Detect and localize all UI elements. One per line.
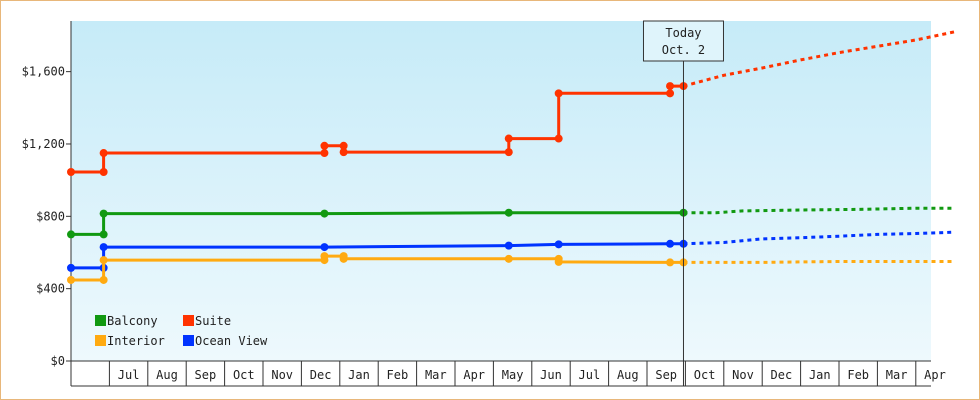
- x-tick-label: Dec: [310, 368, 332, 382]
- series-layer: [67, 30, 955, 284]
- x-tick-label: Feb: [387, 368, 409, 382]
- data-point[interactable]: [99, 275, 108, 284]
- series-forecast-line: [683, 260, 955, 264]
- legend-label: Ocean View: [195, 334, 268, 348]
- data-point[interactable]: [320, 149, 329, 158]
- y-tick-label: $1,600: [22, 65, 65, 79]
- data-point[interactable]: [339, 254, 348, 263]
- data-point[interactable]: [67, 275, 75, 284]
- x-tick-label: Sep: [195, 368, 217, 382]
- x-tick-label: Mar: [886, 368, 908, 382]
- x-tick-label: Nov: [271, 368, 293, 382]
- data-point[interactable]: [666, 82, 675, 91]
- data-point[interactable]: [99, 209, 108, 218]
- legend-swatch: [95, 335, 106, 346]
- x-axis: Jul Aug Sep Oct Nov Dec Jan Feb Mar Apr May Jun Jul A…: [70, 360, 946, 387]
- legend-label: Suite: [195, 314, 231, 328]
- y-tick-label: $0: [51, 354, 65, 368]
- legend-swatch: [183, 335, 194, 346]
- x-tick-label: Jan: [809, 368, 831, 382]
- data-point[interactable]: [320, 243, 329, 252]
- data-point[interactable]: [99, 243, 108, 252]
- series-suite: [67, 30, 955, 177]
- legend-label: Interior: [107, 334, 165, 348]
- legend-swatch: [95, 315, 106, 326]
- x-tick-label: May: [502, 368, 524, 382]
- series-line: [71, 84, 684, 174]
- legend-item-ocean-view[interactable]: Ocean View: [183, 334, 268, 348]
- x-tick-label: Jun: [540, 368, 562, 382]
- x-tick-label: Mar: [425, 368, 447, 382]
- data-point[interactable]: [554, 134, 563, 143]
- x-tick-label: Jul: [579, 368, 601, 382]
- data-point[interactable]: [67, 230, 75, 239]
- y-axis: $0 $400 $800 $1,200 $1,600: [22, 21, 72, 368]
- x-tick-label: Apr: [924, 368, 946, 382]
- series-forecast-line: [683, 30, 955, 88]
- data-point[interactable]: [554, 89, 563, 98]
- data-point[interactable]: [504, 254, 513, 263]
- y-tick-label: $400: [36, 282, 65, 296]
- plot-area: [71, 21, 931, 361]
- x-tick-label: Jul: [118, 368, 140, 382]
- data-point[interactable]: [504, 148, 513, 157]
- today-label: Today: [665, 26, 701, 40]
- x-tick-label: Dec: [771, 368, 793, 382]
- data-point[interactable]: [320, 209, 329, 218]
- today-marker: Today Oct. 2: [642, 20, 724, 386]
- x-tick-label: Aug: [617, 368, 639, 382]
- y-tick-label: $1,200: [22, 137, 65, 151]
- series-balcony: [67, 206, 955, 239]
- x-tick-label: Nov: [732, 368, 754, 382]
- data-point[interactable]: [320, 141, 329, 150]
- legend-swatch: [183, 315, 194, 326]
- y-tick-label: $800: [36, 209, 65, 223]
- x-tick-label: Apr: [463, 368, 485, 382]
- data-point[interactable]: [99, 149, 108, 158]
- x-tick-label: Jan: [348, 368, 370, 382]
- data-point[interactable]: [504, 134, 513, 143]
- series-forecast-line: [683, 206, 955, 215]
- data-point[interactable]: [666, 258, 675, 267]
- data-point[interactable]: [99, 168, 108, 177]
- legend-item-balcony[interactable]: Balcony: [95, 314, 158, 328]
- legend-label: Balcony: [107, 314, 158, 328]
- data-point[interactable]: [67, 263, 75, 272]
- data-point[interactable]: [339, 141, 348, 150]
- data-point[interactable]: [666, 89, 675, 98]
- today-date-label: Oct. 2: [662, 43, 705, 57]
- x-tick-label: Oct: [694, 368, 716, 382]
- data-point[interactable]: [67, 168, 75, 177]
- x-tick-label: Aug: [156, 368, 178, 382]
- series-forecast-line: [683, 230, 955, 246]
- data-point[interactable]: [99, 230, 108, 239]
- data-point[interactable]: [339, 148, 348, 157]
- legend-item-interior[interactable]: Interior: [95, 334, 165, 348]
- data-point[interactable]: [99, 256, 108, 265]
- today-label-box: [642, 20, 724, 62]
- series-line: [71, 211, 684, 236]
- legend: Balcony Suite Interior Ocean View: [95, 314, 268, 348]
- data-point[interactable]: [504, 208, 513, 217]
- data-point[interactable]: [554, 240, 563, 249]
- data-point[interactable]: [554, 257, 563, 266]
- x-tick-label: Feb: [847, 368, 869, 382]
- x-tick-label: Oct: [233, 368, 255, 382]
- data-point[interactable]: [504, 241, 513, 250]
- data-point[interactable]: [320, 252, 329, 261]
- legend-item-suite[interactable]: Suite: [183, 314, 231, 328]
- series-interior: [67, 252, 955, 284]
- data-point[interactable]: [666, 239, 675, 248]
- x-tick-label: Sep: [655, 368, 677, 382]
